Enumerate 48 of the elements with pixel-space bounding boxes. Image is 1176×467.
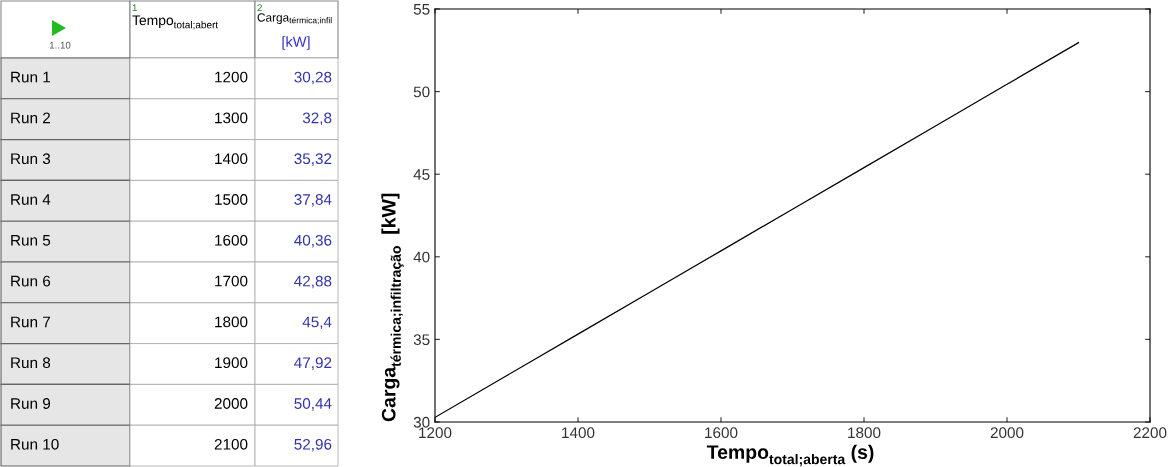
text: Run 8 [11, 357, 51, 369]
text: 52,96 [294, 438, 332, 452]
text: Run 1 [11, 71, 51, 83]
text: Run 9 [11, 398, 51, 409]
text: 1400 [215, 153, 248, 165]
y-axis-title: Cargatérmica;infiltração [kW] [381, 193, 404, 422]
text: 1800 [215, 316, 248, 328]
x-tick-label: 1800 [848, 427, 881, 439]
text: Run 4 [11, 194, 51, 205]
x-tick-label: 1400 [562, 427, 595, 439]
x-tick-label: 1200 [419, 427, 452, 439]
text: Run 2 [11, 112, 50, 124]
y-tick-label: 55 [413, 4, 430, 15]
text: 35,32 [294, 153, 332, 166]
text: [kW] [282, 36, 310, 50]
text: Cargatérmica;infil [257, 13, 332, 25]
text: 40,36 [294, 234, 332, 248]
text: Run 7 [11, 316, 50, 328]
x-tick-label: 1600 [705, 427, 738, 439]
text: Run 6 [11, 275, 51, 287]
text: 1300 [215, 112, 248, 124]
text: 1..10 [49, 41, 71, 49]
text: 2000 [214, 398, 248, 409]
text: Run 10 [11, 438, 59, 450]
text: 47,92 [294, 357, 332, 370]
text: 1900 [215, 357, 248, 369]
text: 37,84 [294, 194, 332, 207]
text: Run 3 [11, 153, 51, 165]
text: 1 [132, 4, 137, 12]
text: 1700 [215, 275, 248, 287]
text: Run 5 [11, 235, 51, 246]
text: 42,88 [294, 275, 332, 289]
x-tick-label: 2000 [990, 427, 1024, 439]
text: 2100 [214, 438, 248, 450]
text: 1500 [215, 194, 248, 205]
text: 50,44 [294, 398, 332, 411]
y-tick-label: 50 [413, 86, 430, 98]
text: 1600 [215, 234, 248, 246]
y-tick-label: 30 [413, 416, 430, 428]
x-tick-label: 2200 [1133, 427, 1167, 439]
text: 1200 [215, 71, 248, 83]
y-tick-label: 35 [413, 334, 430, 346]
y-tick-label: 40 [413, 251, 430, 263]
y-tick-label: 45 [413, 169, 430, 180]
text: 45,4 [302, 316, 332, 330]
text: 32,8 [302, 112, 332, 126]
text: 30,28 [294, 71, 332, 85]
text: 2 [257, 4, 262, 12]
